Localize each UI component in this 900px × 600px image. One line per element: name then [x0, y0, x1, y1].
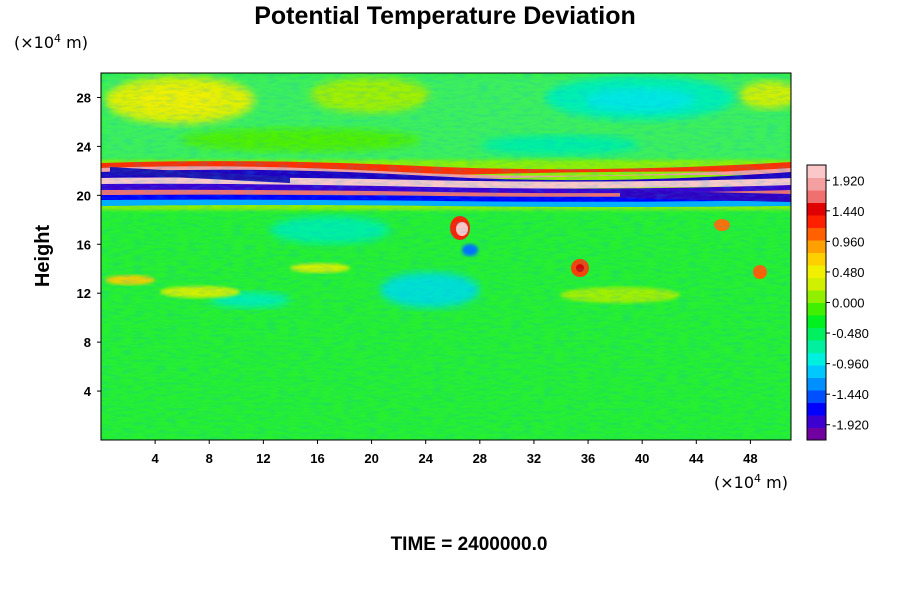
y-axis: 4 8 12 16 20 24 28 [77, 90, 101, 399]
colorbar-tick-label-5: -0.480 [832, 326, 869, 341]
colorbar-swatch-8 [807, 327, 826, 341]
colorbar-swatch-20 [807, 177, 826, 191]
colorbar-ticks: 1.920 1.440 0.960 0.480 0.000 -0.480 -0.960 -1.… [826, 173, 869, 433]
x-tick-label-3: 16 [310, 451, 324, 466]
colorbar-swatch-1 [807, 415, 826, 428]
x-tick-label-0: 4 [152, 451, 160, 466]
time-footer: TIME = 2400000.0 [391, 534, 548, 555]
x-tick-label-5: 24 [418, 451, 433, 466]
x-axis-unit: (×104 m) [714, 472, 788, 492]
x-tick-label-10: 44 [689, 451, 704, 466]
colorbar-tick-label-2: 0.960 [832, 234, 865, 249]
colorbar-swatch-21 [807, 165, 826, 178]
colorbar-tick-label-8: -1.920 [832, 418, 869, 433]
colorbar-swatch-7 [807, 340, 826, 353]
colorbar-swatch-9 [807, 315, 826, 328]
y-tick-label-0: 4 [84, 384, 92, 399]
colorbar-swatch-10 [807, 302, 826, 316]
colorbar-swatch-15 [807, 240, 826, 253]
colorbar-tick-label-6: -0.960 [832, 357, 869, 372]
colorbar-tick-label-3: 0.480 [832, 265, 865, 280]
y-tick-label-4: 20 [77, 188, 91, 203]
colorbar-swatch-13 [807, 265, 826, 278]
colorbar-swatch-2 [807, 402, 826, 416]
x-tick-label-1: 8 [206, 451, 213, 466]
y-tick-label-6: 28 [77, 90, 91, 105]
y-tick-label-5: 24 [77, 139, 92, 154]
heatmap-field [101, 73, 791, 440]
x-tick-label-6: 28 [473, 451, 487, 466]
colorbar-tick-label-1: 1.440 [832, 204, 865, 219]
chart-title: Potential Temperature Deviation [254, 2, 636, 30]
colorbar-tick-label-4: 0.000 [832, 296, 865, 311]
colorbar-tick-label-0: 1.920 [832, 173, 865, 188]
x-tick-label-8: 36 [581, 451, 595, 466]
y-tick-label-1: 8 [84, 335, 91, 350]
colorbar-swatch-11 [807, 290, 826, 303]
colorbar-swatch-0 [807, 427, 826, 441]
y-tick-label-2: 12 [77, 286, 91, 301]
colorbar-swatch-17 [807, 215, 826, 228]
colorbar-swatch-18 [807, 202, 826, 216]
x-tick-label-9: 40 [635, 451, 649, 466]
colorbar-swatch-16 [807, 227, 826, 241]
colorbar-swatch-19 [807, 190, 826, 203]
plot-frame [100, 72, 792, 441]
colorbar-swatch-14 [807, 252, 826, 266]
colorbar-swatch-3 [807, 390, 826, 403]
colorbar [806, 164, 827, 441]
x-tick-label-11: 48 [743, 451, 757, 466]
x-tick-label-2: 12 [256, 451, 270, 466]
colorbar-swatch-4 [807, 377, 826, 391]
x-tick-label-4: 20 [364, 451, 378, 466]
y-axis-label: Height [32, 225, 54, 288]
y-tick-label-3: 16 [77, 237, 91, 252]
x-tick-label-7: 32 [527, 451, 541, 466]
colorbar-tick-label-7: -1.440 [832, 387, 869, 402]
y-axis-unit: (×104 m) [14, 32, 88, 52]
colorbar-swatch-5 [807, 365, 826, 378]
colorbar-swatch-12 [807, 277, 826, 291]
colorbar-swatch-6 [807, 352, 826, 366]
x-axis: 4 8 12 16 20 24 28 32 36 40 44 48 [152, 440, 758, 466]
